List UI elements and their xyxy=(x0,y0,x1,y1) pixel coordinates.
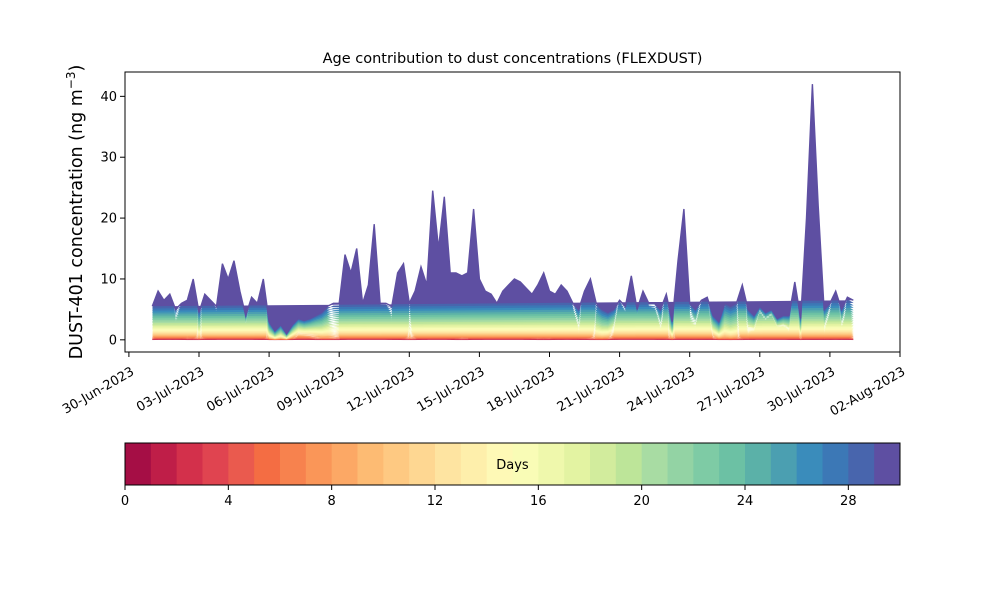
y-axis: 0 10 20 30 40 xyxy=(100,90,125,348)
y-tick-label: 0 xyxy=(109,333,117,348)
colorbar-swatch xyxy=(512,443,539,485)
colorbar-tick-label: 8 xyxy=(328,494,336,509)
colorbar-swatch xyxy=(822,443,849,485)
colorbar-swatch xyxy=(770,443,798,485)
colorbar-tick-label: 4 xyxy=(224,494,232,509)
colorbar-swatch xyxy=(693,443,720,485)
x-tick-label: 02-Aug-2023 xyxy=(828,364,908,419)
x-tick-label: 03-Jul-2023 xyxy=(134,364,207,415)
colorbar-swatch xyxy=(280,443,307,485)
colorbar-swatch xyxy=(254,443,281,485)
x-tick-label: 09-Jul-2023 xyxy=(274,364,347,415)
colorbar-swatch xyxy=(435,443,462,485)
colorbar-tick-label: 12 xyxy=(427,494,444,509)
colorbar-tick-label: 20 xyxy=(633,494,650,509)
y-axis-label: DUST-401 concentration (ng m−3) xyxy=(64,65,87,360)
colorbar-tick-label: 24 xyxy=(737,494,754,509)
colorbar-swatch xyxy=(228,443,255,485)
colorbar-tick-label: 0 xyxy=(121,494,129,509)
y-tick-label: 20 xyxy=(100,212,117,227)
x-tick-label: 15-Jul-2023 xyxy=(415,364,488,415)
age-band-area-29 xyxy=(152,84,854,335)
x-tick-label: 30-Jul-2023 xyxy=(765,364,838,415)
colorbar-tick-label: 16 xyxy=(530,494,547,509)
colorbar-swatch xyxy=(460,443,488,485)
x-tick-label: 30-Jun-2023 xyxy=(60,364,137,417)
colorbar-swatch xyxy=(202,443,229,485)
colorbar-swatch xyxy=(176,443,203,485)
y-axis-label-superscript: −3 xyxy=(64,71,78,89)
colorbar-swatch xyxy=(590,443,617,485)
y-tick-label: 30 xyxy=(100,151,117,166)
y-tick-label: 10 xyxy=(100,272,117,287)
colorbar: 0 4 8 12 16 20 24 28 xyxy=(121,442,901,509)
colorbar-swatch xyxy=(745,443,772,485)
colorbar-swatch xyxy=(305,443,333,485)
colorbar-swatch xyxy=(125,443,152,485)
colorbar-swatch xyxy=(150,443,178,485)
colorbar-swatch xyxy=(667,443,694,485)
colorbar-swatch xyxy=(564,443,591,485)
colorbar-swatch xyxy=(874,443,901,485)
colorbar-swatch xyxy=(719,443,746,485)
colorbar-frame xyxy=(124,442,901,486)
y-tick-label: 40 xyxy=(100,90,117,105)
colorbar-swatch xyxy=(848,443,875,485)
x-tick-label: 12-Jul-2023 xyxy=(344,364,417,415)
x-tick-label: 27-Jul-2023 xyxy=(695,364,768,415)
colorbar-swatch xyxy=(486,443,513,485)
x-tick-label: 24-Jul-2023 xyxy=(625,364,698,415)
colorbar-swatch xyxy=(796,443,823,485)
y-axis-label-main: DUST-401 concentration (ng m xyxy=(67,89,87,359)
colorbar-swatch xyxy=(615,443,643,485)
plot-area xyxy=(151,84,854,341)
colorbar-swatch xyxy=(641,443,668,485)
colorbar-swatch xyxy=(357,443,384,485)
x-tick-label: 06-Jul-2023 xyxy=(204,364,277,415)
colorbar-swatch xyxy=(538,443,565,485)
plot-frame xyxy=(124,71,901,353)
chart-title: Age contribution to dust concentrations … xyxy=(323,51,703,67)
colorbar-tick-label: 28 xyxy=(840,494,857,509)
colorbar-swatch xyxy=(409,443,436,485)
total-concentration-line xyxy=(151,84,854,335)
y-axis-label-end: ) xyxy=(67,65,87,72)
x-tick-label: 18-Jul-2023 xyxy=(485,364,558,415)
colorbar-swatch xyxy=(331,443,358,485)
colorbar-label: Days xyxy=(496,458,529,473)
colorbar-swatch xyxy=(383,443,410,485)
x-tick-label: 21-Jul-2023 xyxy=(555,364,628,415)
x-axis: 30-Jun-202303-Jul-202306-Jul-202309-Jul-… xyxy=(60,352,908,420)
